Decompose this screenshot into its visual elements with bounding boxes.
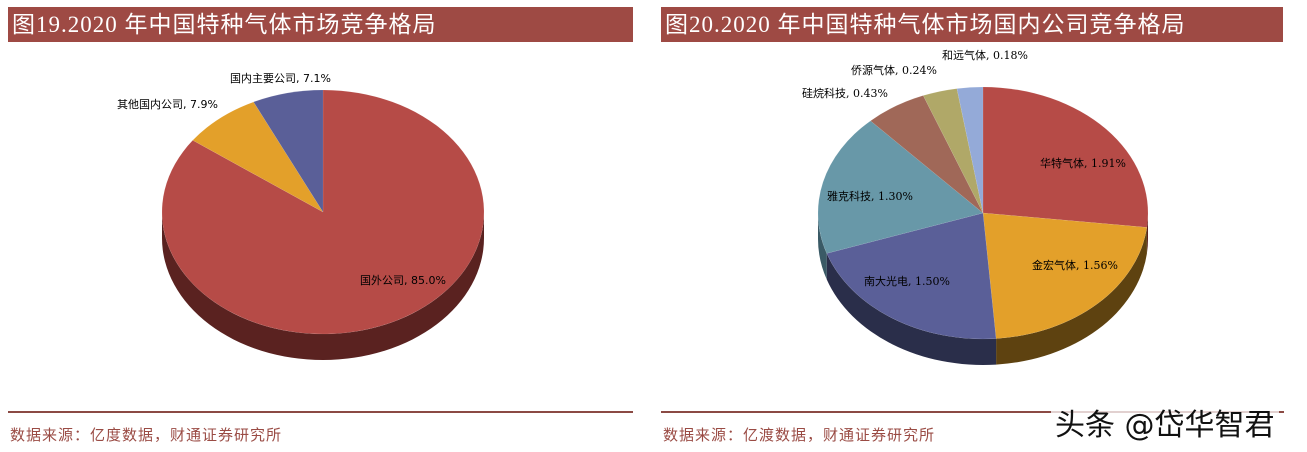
pie-slice <box>161 89 485 335</box>
pie-slice <box>982 86 1149 228</box>
pie-slice-side <box>826 253 997 366</box>
data-label: 其他国内公司, 7.9% <box>117 97 218 111</box>
data-label: 国外公司, 85.0% <box>360 274 446 287</box>
chart-title: 图20.2020 年中国特种气体市场国内公司竞争格局 <box>661 7 1283 42</box>
pie-slice <box>817 120 984 254</box>
pie-slice <box>982 212 1148 339</box>
data-label: 硅烷科技, 0.43% <box>802 86 888 100</box>
data-label: 金宏气体, 1.56% <box>1032 258 1118 272</box>
data-label: 华特气体, 1.91% <box>1040 156 1126 170</box>
data-label: 侨源气体, 0.24% <box>851 63 937 77</box>
chart-panel-right: 图20.2020 年中国特种气体市场国内公司竞争格局 华特气体, 1.91% 金宏… <box>650 0 1307 452</box>
pie-slice <box>253 89 324 213</box>
pie-slice <box>870 95 984 214</box>
data-label: 雅克科技, 1.30% <box>827 189 913 203</box>
pie-slice <box>192 101 324 213</box>
pie-slice-side <box>818 213 827 280</box>
chart-panel-left: 图19.2020 年中国特种气体市场竞争格局 国外公司, 85.0% 其他国内公司… <box>0 0 650 452</box>
pie-chart-market-share: 国外公司, 85.0% 其他国内公司, 7.9% 国内主要公司, 7.1% <box>117 71 485 360</box>
pie-slice <box>922 88 984 214</box>
source-note: 数据来源：亿渡数据，财通证券研究所 <box>663 426 936 444</box>
divider <box>8 411 633 413</box>
pie-slice <box>956 86 984 214</box>
data-label: 南大光电, 1.50% <box>864 274 950 288</box>
watermark: 头条 @岱华智君 <box>1051 400 1279 444</box>
pie-slice <box>826 212 997 340</box>
pie-slice-side <box>1146 213 1148 254</box>
chart-title: 图19.2020 年中国特种气体市场竞争格局 <box>8 7 633 42</box>
divider <box>661 411 1284 413</box>
pie-chart-domestic-companies: 华特气体, 1.91% 金宏气体, 1.56% 南大光电, 1.50% 雅克科技, 1… <box>802 48 1149 366</box>
pie-slice-side <box>996 227 1147 365</box>
data-label: 国内主要公司, 7.1% <box>230 71 331 85</box>
source-note: 数据来源：亿度数据，财通证券研究所 <box>10 426 283 444</box>
data-label: 和远气体, 0.18% <box>942 48 1028 62</box>
pie-slice-side <box>162 212 484 360</box>
